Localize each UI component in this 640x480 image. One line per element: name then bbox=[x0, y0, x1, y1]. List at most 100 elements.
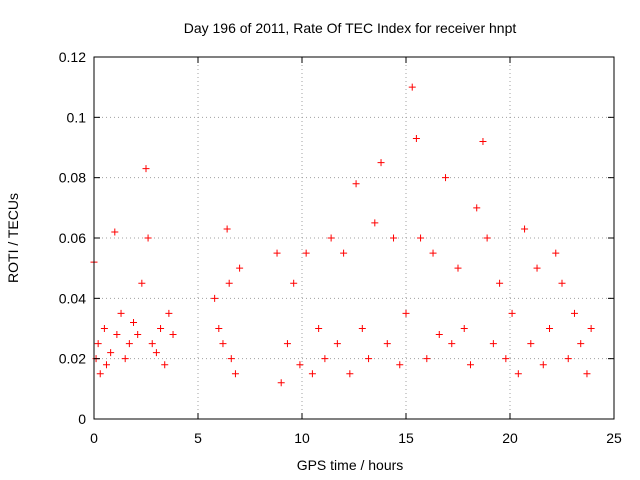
data-point bbox=[100, 325, 108, 332]
data-point bbox=[502, 355, 510, 363]
data-point bbox=[371, 219, 379, 227]
data-point bbox=[533, 264, 541, 272]
data-point bbox=[296, 361, 304, 369]
data-point bbox=[277, 379, 285, 387]
data-point bbox=[514, 370, 522, 378]
y-tick-label: 0.02 bbox=[59, 351, 86, 367]
data-point bbox=[142, 165, 150, 173]
data-point bbox=[508, 309, 516, 317]
data-point bbox=[96, 370, 104, 378]
data-point bbox=[577, 340, 585, 348]
data-point bbox=[466, 361, 474, 369]
data-point bbox=[161, 361, 169, 369]
data-point bbox=[236, 264, 244, 272]
data-point bbox=[489, 340, 497, 348]
data-point bbox=[125, 340, 133, 348]
data-point bbox=[460, 325, 468, 332]
data-point bbox=[227, 355, 235, 363]
data-point bbox=[152, 349, 160, 357]
data-point bbox=[94, 340, 102, 348]
data-point bbox=[408, 83, 416, 91]
data-point bbox=[483, 234, 491, 242]
data-point bbox=[327, 234, 335, 242]
data-point bbox=[558, 279, 566, 287]
data-point bbox=[290, 279, 298, 287]
data-point bbox=[412, 134, 420, 142]
data-point bbox=[539, 361, 547, 369]
data-point bbox=[315, 325, 323, 332]
y-tick-label: 0.04 bbox=[59, 290, 86, 306]
data-point bbox=[321, 355, 329, 363]
data-point bbox=[308, 370, 316, 378]
x-axis-label: GPS time / hours bbox=[297, 457, 404, 473]
data-point bbox=[377, 159, 385, 167]
data-point bbox=[273, 249, 281, 257]
data-point bbox=[215, 325, 223, 332]
chart-title: Day 196 of 2011, Rate Of TEC Index for r… bbox=[184, 20, 517, 36]
data-points bbox=[90, 83, 595, 387]
data-point bbox=[570, 309, 578, 317]
data-point bbox=[283, 340, 291, 348]
data-point bbox=[442, 174, 450, 182]
data-point bbox=[333, 340, 341, 348]
data-point bbox=[454, 264, 462, 272]
data-point bbox=[527, 340, 535, 348]
x-tick-label: 15 bbox=[398, 430, 414, 446]
data-point bbox=[165, 309, 173, 317]
x-tick-label: 20 bbox=[502, 430, 518, 446]
data-point bbox=[479, 137, 487, 145]
data-point bbox=[113, 331, 121, 339]
data-point bbox=[111, 228, 119, 236]
data-point bbox=[546, 325, 554, 332]
data-point bbox=[429, 249, 437, 257]
data-point bbox=[390, 234, 398, 242]
data-point bbox=[521, 225, 529, 233]
y-tick-label: 0 bbox=[78, 411, 86, 427]
data-point bbox=[358, 325, 366, 332]
data-point bbox=[383, 340, 391, 348]
y-axis-label: ROTI / TECUs bbox=[5, 193, 21, 283]
x-tick-label: 25 bbox=[606, 430, 622, 446]
data-point bbox=[225, 279, 233, 287]
data-point bbox=[396, 361, 404, 369]
data-point bbox=[564, 355, 572, 363]
data-point bbox=[352, 180, 360, 188]
y-tick-label: 0.1 bbox=[67, 109, 87, 125]
data-point bbox=[157, 325, 165, 332]
data-point bbox=[231, 370, 239, 378]
axis-ticks: 0 5 10 15 20 25 0 0.02 0.04 0.06 0.08 0.1 0.12 bbox=[59, 49, 622, 446]
data-point bbox=[302, 249, 310, 257]
data-point bbox=[211, 294, 219, 302]
data-point bbox=[587, 325, 595, 332]
data-point bbox=[423, 355, 431, 363]
data-point bbox=[169, 331, 177, 339]
data-point bbox=[340, 249, 348, 257]
data-point bbox=[121, 355, 129, 363]
grid-lines bbox=[94, 57, 614, 419]
data-point bbox=[552, 249, 560, 257]
y-tick-label: 0.12 bbox=[59, 49, 86, 65]
data-point bbox=[148, 340, 156, 348]
data-point bbox=[219, 340, 227, 348]
data-point bbox=[417, 234, 425, 242]
data-point bbox=[346, 370, 354, 378]
data-point bbox=[496, 279, 504, 287]
data-point bbox=[138, 279, 146, 287]
data-point bbox=[102, 361, 110, 369]
data-point bbox=[134, 331, 142, 339]
y-tick-label: 0.06 bbox=[59, 230, 86, 246]
data-point bbox=[473, 204, 481, 212]
data-point bbox=[435, 331, 443, 339]
data-point bbox=[144, 234, 152, 242]
data-point bbox=[223, 225, 231, 233]
data-point bbox=[107, 349, 115, 357]
data-point bbox=[130, 318, 138, 326]
data-point bbox=[448, 340, 456, 348]
data-point bbox=[583, 370, 591, 378]
data-point bbox=[117, 309, 125, 317]
data-point bbox=[365, 355, 373, 363]
x-tick-label: 10 bbox=[294, 430, 310, 446]
y-tick-label: 0.08 bbox=[59, 170, 86, 186]
x-tick-label: 5 bbox=[194, 430, 202, 446]
